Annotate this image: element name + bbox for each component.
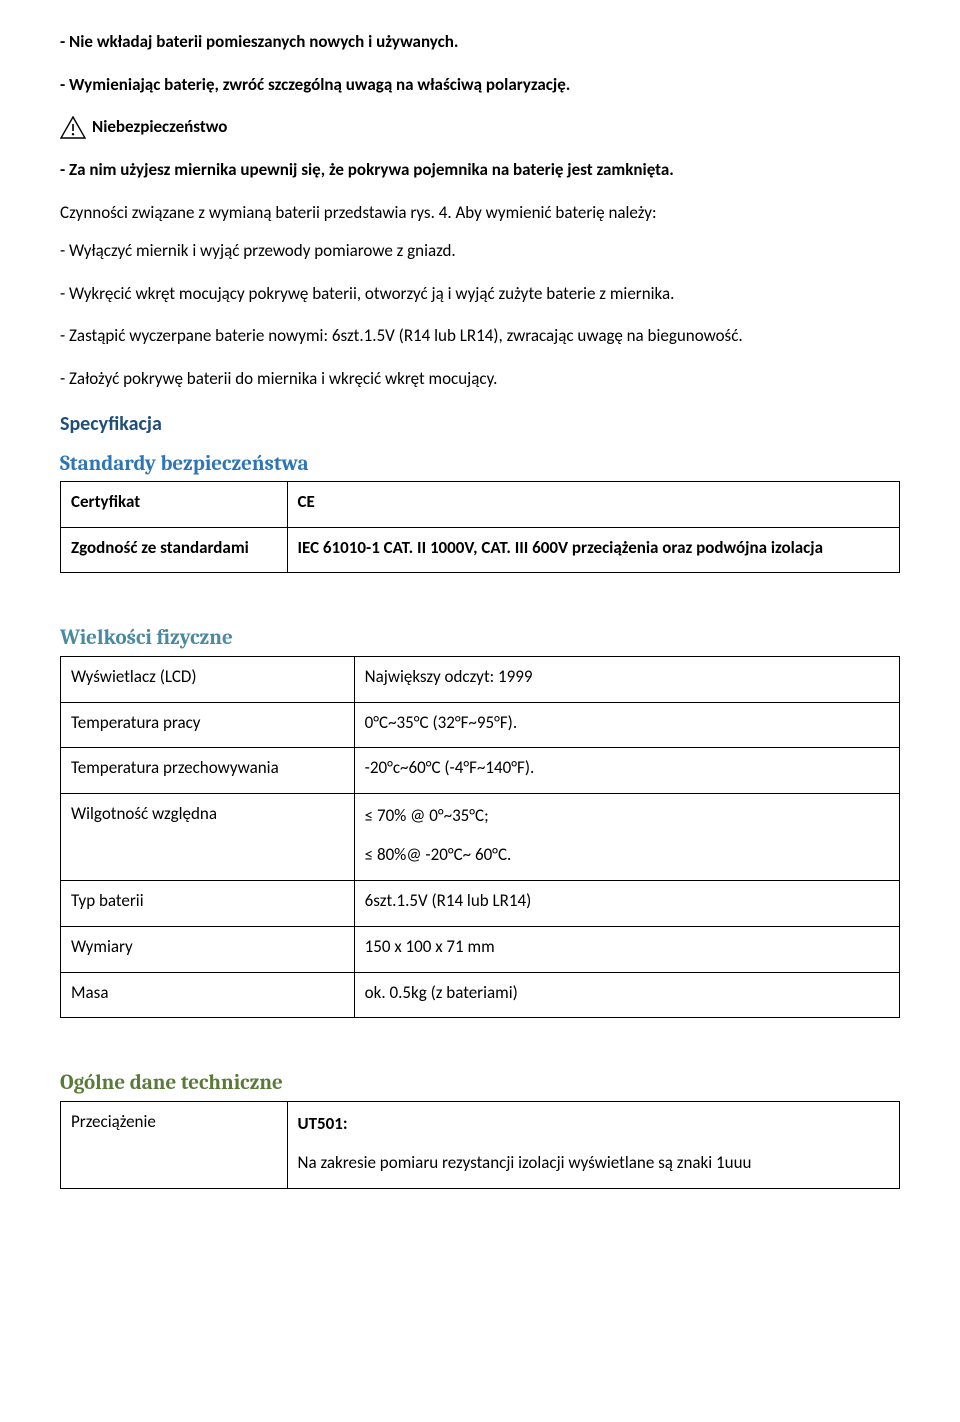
bullet-polarity: - Wymieniając baterię, zwróć szczególną … — [60, 73, 900, 98]
bullet-cover-closed: - Za nim użyjesz miernika upewnij się, ż… — [60, 158, 900, 183]
warning-label: Niebezpieczeństwo — [92, 115, 227, 140]
table-row: Temperatura pracy 0°C~35°C (32°F~95°F). — [61, 702, 900, 748]
cell-optemp-label: Temperatura pracy — [61, 702, 355, 748]
heading-specification: Specyfikacja — [60, 410, 900, 439]
cell-optemp-value: 0°C~35°C (32°F~95°F). — [354, 702, 899, 748]
bullet-reassemble: - Założyć pokrywę baterii do miernika i … — [60, 367, 900, 392]
cell-mass-label: Masa — [61, 972, 355, 1018]
table-row: Zgodność ze standardami IEC 61010-1 CAT.… — [61, 527, 900, 573]
table-row: Temperatura przechowywania -20°c~60°C (-… — [61, 748, 900, 794]
table-row: Masa ok. 0.5kg (z bateriami) — [61, 972, 900, 1018]
intro-replace: Czynności związane z wymianą baterii prz… — [60, 201, 900, 226]
bullet-disconnect: - Wyłączyć miernik i wyjąć przewody pomi… — [60, 239, 900, 264]
bullet-unscrew: - Wykręcić wkręt mocujący pokrywę bateri… — [60, 282, 900, 307]
overload-desc: Na zakresie pomiaru rezystancji izolacji… — [298, 1149, 889, 1176]
warning-triangle-icon — [60, 116, 86, 140]
table-standards: Certyfikat CE Zgodność ze standardami IE… — [60, 481, 900, 573]
table-physical: Wyświetlacz (LCD) Największy odczyt: 199… — [60, 656, 900, 1018]
table-general: Przeciążenie UT501: Na zakresie pomiaru … — [60, 1101, 900, 1189]
heading-standards: Standardy bezpieczeństwa — [60, 449, 900, 479]
table-row: Wyświetlacz (LCD) Największy odczyt: 199… — [61, 656, 900, 702]
table-row: Typ baterii 6szt.1.5V (R14 lub LR14) — [61, 881, 900, 927]
cell-cert-value: CE — [287, 482, 899, 528]
cell-storetemp-label: Temperatura przechowywania — [61, 748, 355, 794]
cell-battery-value: 6szt.1.5V (R14 lub LR14) — [354, 881, 899, 927]
cell-dimensions-value: 150 x 100 x 71 mm — [354, 926, 899, 972]
cell-compliance-value: IEC 61010-1 CAT. II 1000V, CAT. III 600V… — [287, 527, 899, 573]
cell-dimensions-label: Wymiary — [61, 926, 355, 972]
cell-lcd-value: Największy odczyt: 1999 — [354, 656, 899, 702]
cell-battery-label: Typ baterii — [61, 881, 355, 927]
overload-model: UT501: — [298, 1110, 889, 1137]
table-row: Wymiary 150 x 100 x 71 mm — [61, 926, 900, 972]
bullet-mix-batteries: - Nie wkładaj baterii pomieszanych nowyc… — [60, 30, 900, 55]
warning-row: Niebezpieczeństwo — [60, 115, 900, 140]
table-row: Certyfikat CE — [61, 482, 900, 528]
cell-humidity-label: Wilgotność względna — [61, 793, 355, 880]
cell-humidity-value: ≤ 70% @ 0°~35°C; ≤ 80%@ -20°C~ 60°C. — [354, 793, 899, 880]
heading-general: Ogólne dane techniczne — [60, 1068, 900, 1098]
cell-compliance-label: Zgodność ze standardami — [61, 527, 288, 573]
cell-cert-label: Certyfikat — [61, 482, 288, 528]
humidity-line-1: ≤ 70% @ 0°~35°C; — [365, 802, 889, 829]
cell-storetemp-value: -20°c~60°C (-4°F~140°F). — [354, 748, 899, 794]
cell-lcd-label: Wyświetlacz (LCD) — [61, 656, 355, 702]
table-row: Przeciążenie UT501: Na zakresie pomiaru … — [61, 1101, 900, 1188]
table-row: Wilgotność względna ≤ 70% @ 0°~35°C; ≤ 8… — [61, 793, 900, 880]
cell-mass-value: ok. 0.5kg (z bateriami) — [354, 972, 899, 1018]
humidity-line-2: ≤ 80%@ -20°C~ 60°C. — [365, 841, 889, 868]
heading-physical: Wielkości fizyczne — [60, 623, 900, 653]
cell-overload-value: UT501: Na zakresie pomiaru rezystancji i… — [287, 1101, 899, 1188]
cell-overload-label: Przeciążenie — [61, 1101, 288, 1188]
bullet-replace: - Zastąpić wyczerpane baterie nowymi: 6s… — [60, 324, 900, 349]
